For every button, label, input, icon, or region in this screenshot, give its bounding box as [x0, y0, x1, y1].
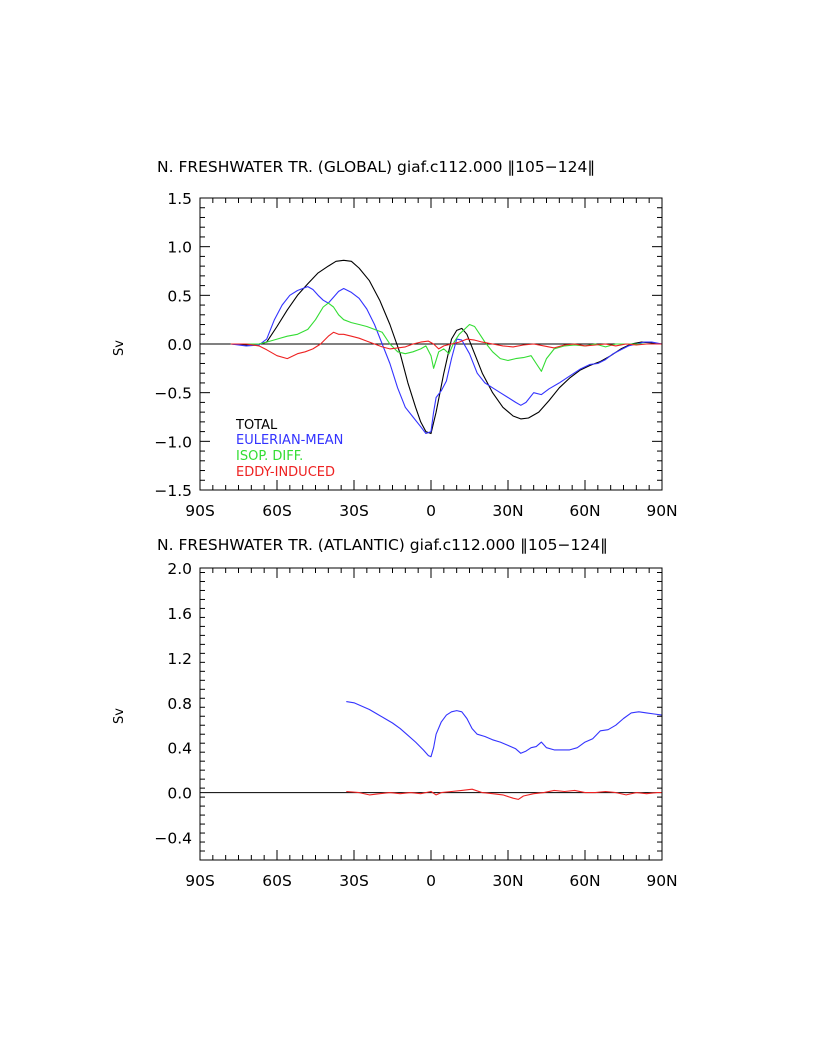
global-y-tick-label: 1.5 [167, 190, 192, 208]
atlantic-chart-title: N. FRESHWATER TR. (ATLANTIC) giaf.c112.0… [157, 536, 608, 554]
global-x-tick-label: 30N [492, 502, 523, 520]
global-plot-frame [199, 197, 663, 491]
atlantic-y-tick-label: 0.0 [167, 785, 192, 803]
atlantic-x-tick-label: 90S [185, 872, 215, 890]
global-axes: 90S 60S 30S 0 30N 60N 90N −1.5 −1.0 −0.5 0.0 0.5 1.0… [154, 190, 677, 520]
atlantic-panel: N. FRESHWATER TR. (ATLANTIC) giaf.c112.0… [112, 536, 678, 890]
atlantic-x-tick-label: 0 [426, 872, 436, 890]
atlantic-y-tick-label: 1.2 [167, 650, 192, 668]
atlantic-x-tick-label: 30N [492, 872, 523, 890]
global-x-tick-label: 60N [569, 502, 600, 520]
atlantic-y-tick-label: 0.4 [167, 740, 192, 758]
atlantic-x-tick-label: 90N [646, 872, 677, 890]
global-x-tick-label: 90N [646, 502, 677, 520]
global-y-tick-label: 0.0 [167, 336, 192, 354]
atlantic-series-eddy-induced [346, 788, 662, 800]
global-y-tick-label: 1.0 [167, 239, 192, 257]
global-series-isop-diff [230, 302, 662, 372]
global-y-tick-label: −0.5 [154, 385, 192, 403]
atlantic-plot-frame [199, 567, 663, 861]
legend-entry-isop-diff: ISOP. DIFF. [236, 449, 303, 464]
atlantic-series-eulerian-mean [346, 701, 663, 758]
atlantic-x-tick-label: 30S [339, 872, 369, 890]
global-legend: TOTAL EULERIAN-MEAN ISOP. DIFF. EDDY-IND… [235, 418, 343, 480]
global-series-eulerian-mean [230, 286, 663, 435]
atlantic-axes: 90S 60S 30S 0 30N 60N 90N −0.4 0.0 0.4 0.8 1.2 1.6 2.… [154, 560, 677, 890]
global-x-tick-label: 30S [339, 502, 369, 520]
global-y-axis-label: Sv [112, 340, 127, 356]
atlantic-series-group [346, 701, 663, 800]
atlantic-y-tick-label: 1.6 [167, 605, 192, 623]
legend-entry-eddy-induced: EDDY-INDUCED [236, 465, 335, 480]
global-y-tick-label: −1.5 [154, 482, 192, 500]
global-series-group [230, 259, 663, 435]
atlantic-y-tick-label: 0.8 [167, 695, 192, 713]
global-x-tick-label: 0 [426, 502, 436, 520]
atlantic-x-tick-label: 60N [569, 872, 600, 890]
global-x-tick-label: 90S [185, 502, 215, 520]
global-x-tick-label: 60S [262, 502, 292, 520]
global-series-total [230, 259, 663, 435]
atlantic-y-axis-label: Sv [112, 708, 127, 724]
global-chart-title: N. FRESHWATER TR. (GLOBAL) giaf.c112.000… [157, 158, 595, 176]
atlantic-x-tick-label: 60S [262, 872, 292, 890]
global-series-eddy-induced [230, 331, 662, 360]
atlantic-y-tick-label: −0.4 [154, 830, 192, 848]
global-y-tick-label: 0.5 [167, 287, 192, 305]
legend-entry-total: TOTAL [235, 418, 278, 433]
atlantic-y-tick-label: 2.0 [167, 560, 192, 578]
global-y-tick-label: −1.0 [154, 433, 192, 451]
legend-entry-eulerian-mean: EULERIAN-MEAN [236, 433, 343, 448]
global-panel: N. FRESHWATER TR. (GLOBAL) giaf.c112.000… [112, 158, 678, 520]
